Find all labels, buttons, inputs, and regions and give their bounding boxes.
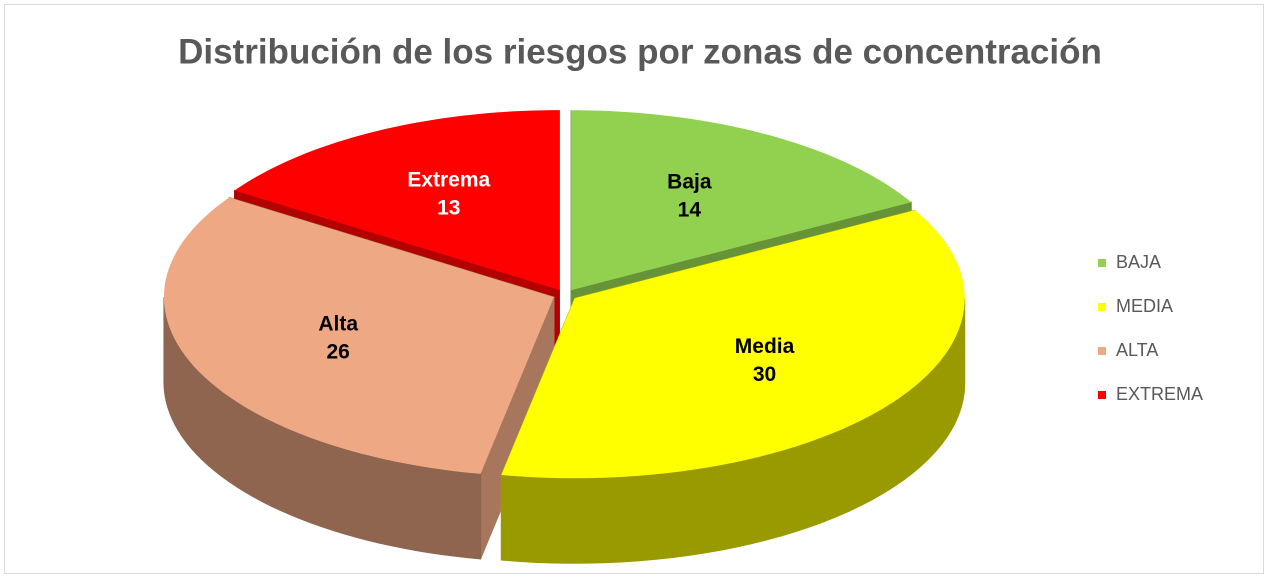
slice [571, 110, 912, 291]
data-label: 14 [678, 199, 702, 222]
data-label: 26 [326, 340, 349, 363]
legend-swatch [1098, 303, 1106, 311]
data-label: 13 [437, 196, 460, 219]
slice-label: Baja [667, 171, 712, 194]
slice [234, 110, 560, 291]
legend-label: MEDIA [1116, 296, 1173, 316]
legend-label: BAJA [1116, 252, 1161, 272]
data-label: 30 [753, 363, 776, 386]
slice-label: Extrema [407, 168, 490, 191]
slice [501, 210, 965, 479]
chart-title: Distribución de los riesgos por zonas de… [178, 32, 1102, 71]
slice [163, 197, 554, 474]
legend-label: ALTA [1116, 340, 1158, 360]
legend-swatch [1098, 347, 1106, 355]
slice-label: Alta [318, 312, 358, 335]
slice-label: Media [735, 335, 795, 358]
legend-swatch [1098, 259, 1106, 267]
legend-swatch [1098, 391, 1106, 399]
legend-label: EXTREMA [1116, 384, 1203, 404]
